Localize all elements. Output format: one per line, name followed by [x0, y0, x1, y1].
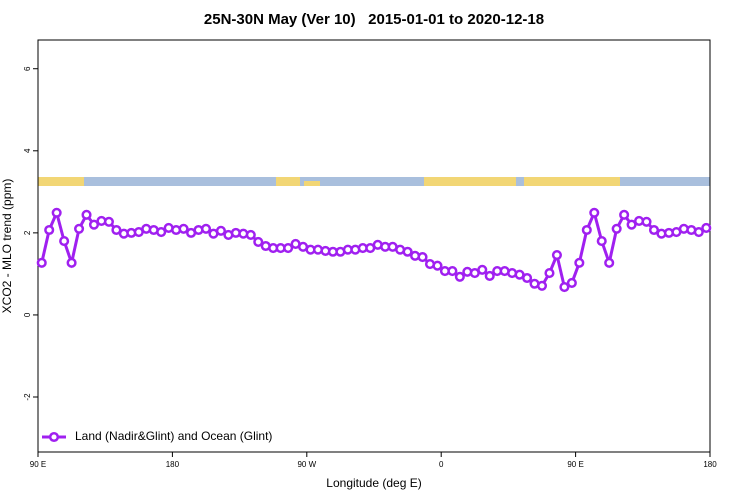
point — [693, 226, 704, 238]
point — [477, 264, 488, 275]
land — [38, 177, 84, 186]
y-tick-label: 6 — [23, 66, 32, 71]
point — [589, 207, 600, 218]
point — [611, 223, 622, 234]
ocean — [38, 177, 710, 186]
x-tick-label: 0 — [439, 460, 444, 469]
point — [253, 236, 264, 247]
land-ocean-strip — [38, 177, 710, 186]
point — [178, 223, 189, 234]
point — [51, 207, 62, 218]
y-tick-label: 4 — [23, 148, 32, 153]
point — [522, 272, 533, 284]
point — [574, 257, 585, 268]
point — [81, 209, 92, 220]
y-tick-label: 2 — [23, 230, 32, 235]
point — [596, 236, 607, 247]
x-tick-label: 90 W — [297, 460, 316, 469]
point — [88, 219, 100, 230]
land — [424, 177, 516, 186]
point — [44, 224, 55, 236]
point — [551, 249, 562, 261]
point — [619, 209, 630, 220]
point — [701, 222, 712, 233]
y-tick-label: -2 — [23, 393, 32, 401]
y-tick-label: 0 — [23, 312, 32, 317]
point — [648, 224, 660, 236]
point — [641, 216, 652, 227]
point — [156, 226, 167, 238]
point — [544, 268, 555, 279]
point — [66, 257, 77, 268]
point — [402, 246, 413, 257]
point — [447, 265, 458, 277]
point — [604, 257, 615, 268]
point — [417, 252, 428, 263]
y-axis-label: XCO2 - MLO trend (ppm) — [0, 179, 14, 314]
point — [215, 225, 226, 236]
point — [200, 223, 212, 234]
x-tick-label: 180 — [703, 460, 717, 469]
point — [74, 223, 85, 234]
point — [245, 229, 256, 240]
point — [454, 271, 465, 282]
x-tick-label: 90 E — [30, 460, 46, 469]
point — [283, 243, 294, 254]
x-tick-label: 90 E — [567, 460, 583, 469]
legend-marker — [48, 431, 60, 443]
point — [559, 281, 570, 293]
point — [432, 260, 443, 271]
legend-label: Land (Nadir&Glint) and Ocean (Glint) — [75, 429, 272, 443]
point — [103, 216, 114, 227]
land — [524, 177, 620, 186]
x-tick-label: 180 — [166, 460, 180, 469]
plot-frame — [37, 39, 711, 453]
point — [59, 236, 70, 247]
point — [626, 219, 637, 230]
x-axis-label: Longitude (deg E) — [326, 476, 421, 490]
point — [566, 277, 577, 288]
point — [484, 270, 495, 282]
point — [36, 257, 47, 268]
point — [536, 280, 548, 291]
chart-title: 25N-30N May (Ver 10) 2015-01-01 to 2020-… — [204, 11, 544, 28]
land — [276, 177, 300, 186]
point — [581, 224, 592, 236]
point — [111, 224, 122, 236]
land — [304, 181, 320, 186]
